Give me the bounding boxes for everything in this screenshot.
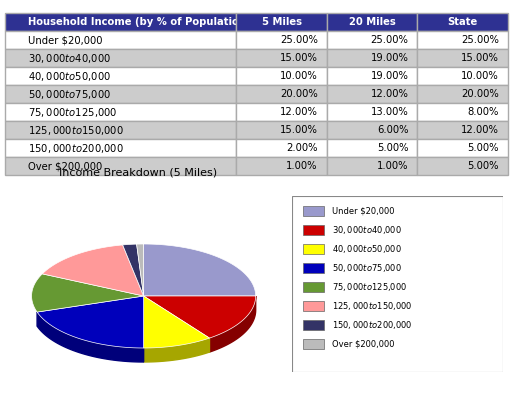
Text: $150,000 to $200,000: $150,000 to $200,000 — [332, 319, 413, 331]
Bar — [303, 206, 324, 216]
Text: $50,000 to $75,000: $50,000 to $75,000 — [332, 262, 402, 274]
Bar — [303, 320, 324, 330]
Polygon shape — [42, 245, 144, 296]
Polygon shape — [32, 274, 144, 312]
Bar — [303, 225, 324, 235]
Polygon shape — [37, 312, 144, 362]
Polygon shape — [144, 296, 255, 338]
Bar — [303, 263, 324, 273]
Bar — [303, 282, 324, 292]
Text: Under $20,000: Under $20,000 — [332, 206, 395, 215]
Polygon shape — [37, 296, 144, 348]
Polygon shape — [209, 296, 255, 352]
Polygon shape — [123, 244, 144, 296]
Text: Over $200,000: Over $200,000 — [332, 339, 395, 348]
Polygon shape — [144, 296, 209, 348]
Bar — [303, 244, 324, 254]
Text: $75,000 to $125,000: $75,000 to $125,000 — [332, 281, 408, 293]
Polygon shape — [136, 244, 144, 296]
Text: $125,000 to $150,000: $125,000 to $150,000 — [332, 300, 413, 312]
FancyBboxPatch shape — [292, 196, 503, 372]
Polygon shape — [144, 338, 209, 362]
Bar — [303, 339, 324, 349]
Text: Income Breakdown (5 Miles): Income Breakdown (5 Miles) — [60, 168, 218, 178]
Text: $30,000 to $40,000: $30,000 to $40,000 — [332, 224, 402, 236]
Polygon shape — [144, 244, 255, 296]
Bar — [303, 301, 324, 311]
Text: $40,000 to $50,000: $40,000 to $50,000 — [332, 243, 402, 255]
